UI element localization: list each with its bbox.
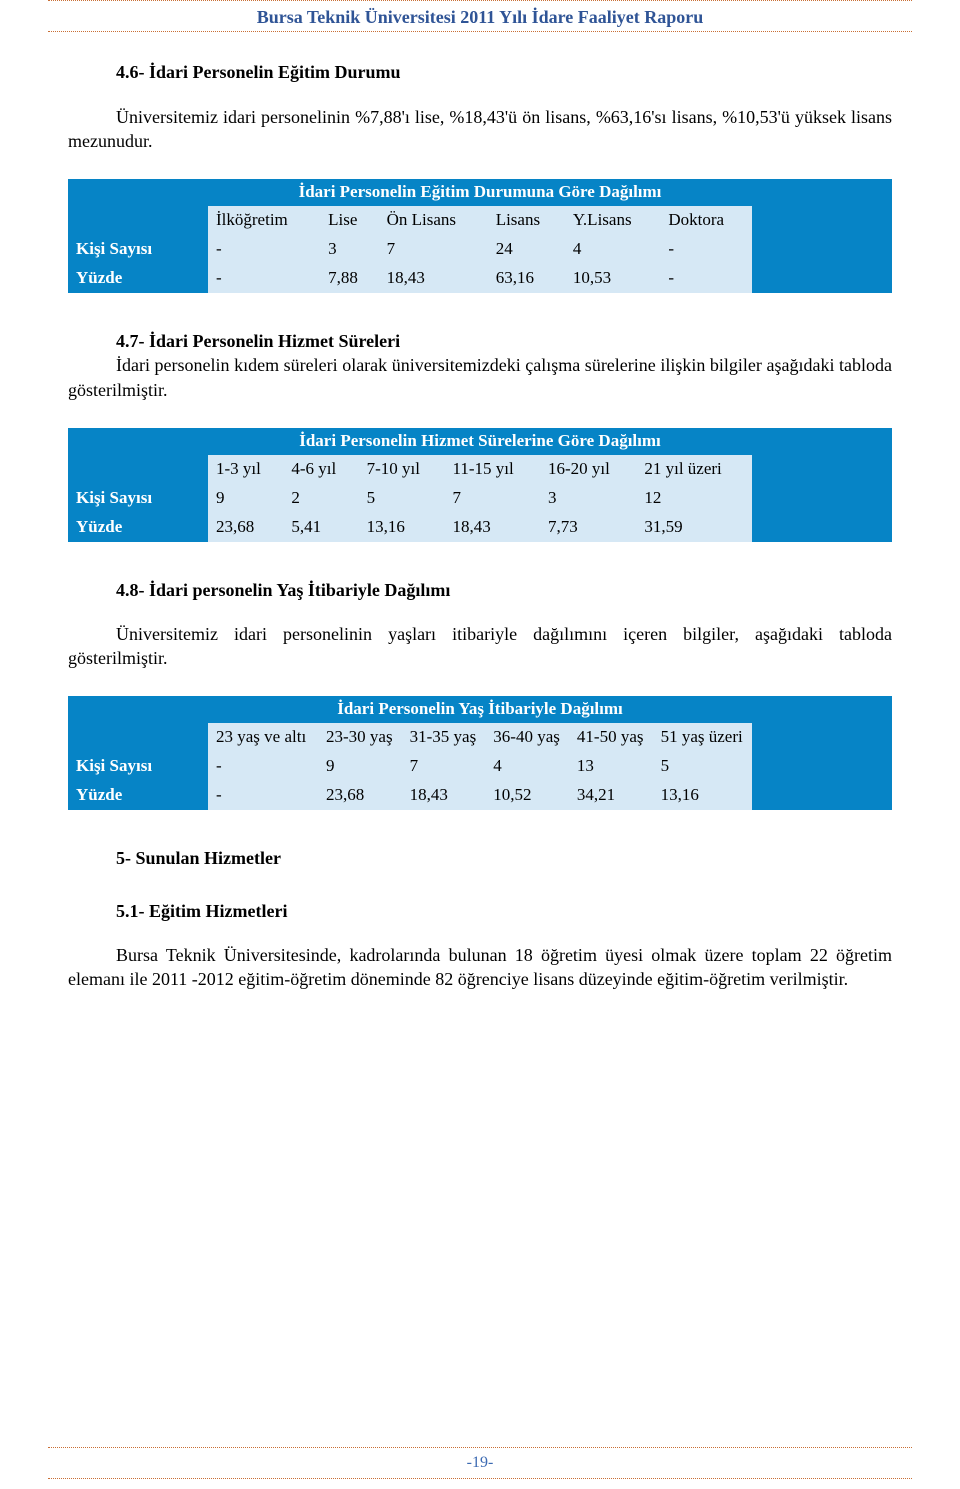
footer-line-top <box>48 1447 912 1448</box>
section-5-para: Bursa Teknik Üniversitesinde, kadroların… <box>68 943 892 992</box>
col-header: 7-10 yıl <box>359 455 445 484</box>
doc-header: Bursa Teknik Üniversitesi 2011 Yılı İdar… <box>48 3 912 32</box>
row-label: Kişi Sayısı <box>68 752 208 781</box>
col-header: 23-30 yaş <box>318 723 402 752</box>
row-label: Yüzde <box>68 264 208 293</box>
top-border <box>48 0 912 1</box>
table-row: 1-3 yıl 4-6 yıl 7-10 yıl 11-15 yıl 16-20… <box>68 455 892 484</box>
cell: 10,52 <box>485 781 569 810</box>
col-header: 1-3 yıl <box>208 455 283 484</box>
cell: 18,43 <box>402 781 486 810</box>
page-footer: -19- <box>48 1447 912 1479</box>
cell: 2 <box>283 484 358 513</box>
row-label: Yüzde <box>68 513 208 542</box>
cell: 9 <box>208 484 283 513</box>
table-row: Yüzde - 23,68 18,43 10,52 34,21 13,16 <box>68 781 892 810</box>
section-4-8-para: Üniversitemiz idari personelinin yaşları… <box>68 622 892 671</box>
table-caption: İdari Personelin Yaş İtibariyle Dağılımı <box>208 696 752 723</box>
cell: 4 <box>485 752 569 781</box>
cell: - <box>208 264 320 293</box>
table-row: İlköğretim Lise Ön Lisans Lisans Y.Lisan… <box>68 206 892 235</box>
footer-line-bottom <box>48 1478 912 1479</box>
col-header: 16-20 yıl <box>540 455 636 484</box>
table-caption: İdari Personelin Hizmet Sürelerine Göre … <box>208 428 752 455</box>
page-number: -19- <box>48 1452 912 1474</box>
cell: - <box>208 781 318 810</box>
table-education-distribution: İdari Personelin Eğitim Durumuna Göre Da… <box>68 179 892 293</box>
page: Bursa Teknik Üniversitesi 2011 Yılı İdar… <box>0 0 960 1489</box>
table-row: Kişi Sayısı 9 2 5 7 3 12 <box>68 484 892 513</box>
cell: 13,16 <box>653 781 752 810</box>
col-header: 23 yaş ve altı <box>208 723 318 752</box>
cell: 23,68 <box>208 513 283 542</box>
col-header: Doktora <box>660 206 752 235</box>
cell: 7 <box>402 752 486 781</box>
row-label: Kişi Sayısı <box>68 235 208 264</box>
cell: 24 <box>488 235 565 264</box>
cell: 3 <box>540 484 636 513</box>
cell: 18,43 <box>444 513 540 542</box>
table-age-distribution: İdari Personelin Yaş İtibariyle Dağılımı… <box>68 696 892 810</box>
col-header: Lisans <box>488 206 565 235</box>
cell: 5 <box>653 752 752 781</box>
col-header: 21 yıl üzeri <box>636 455 752 484</box>
section-5-title: 5- Sunulan Hizmetler <box>68 846 892 870</box>
section-4-6-title: 4.6- İdari Personelin Eğitim Durumu <box>68 60 892 84</box>
col-header: 51 yaş üzeri <box>653 723 752 752</box>
cell: 13,16 <box>359 513 445 542</box>
cell: 31,59 <box>636 513 752 542</box>
table-caption: İdari Personelin Eğitim Durumuna Göre Da… <box>208 179 752 206</box>
table-row: İdari Personelin Hizmet Sürelerine Göre … <box>68 428 892 455</box>
cell: 10,53 <box>565 264 660 293</box>
cell: 9 <box>318 752 402 781</box>
cell: 13 <box>569 752 653 781</box>
col-header: 36-40 yaş <box>485 723 569 752</box>
table-row: Kişi Sayısı - 9 7 4 13 5 <box>68 752 892 781</box>
section-5-1-title: 5.1- Eğitim Hizmetleri <box>68 899 892 923</box>
cell: - <box>208 752 318 781</box>
table-row: İdari Personelin Eğitim Durumuna Göre Da… <box>68 179 892 206</box>
cell: 23,68 <box>318 781 402 810</box>
table-row: Yüzde 23,68 5,41 13,16 18,43 7,73 31,59 <box>68 513 892 542</box>
cell: 5,41 <box>283 513 358 542</box>
section-4-8-title: 4.8- İdari personelin Yaş İtibariyle Dağ… <box>68 578 892 602</box>
table-row: Kişi Sayısı - 3 7 24 4 - <box>68 235 892 264</box>
col-header: Y.Lisans <box>565 206 660 235</box>
section-4-6-para: Üniversitemiz idari personelinin %7,88'ı… <box>68 105 892 154</box>
cell: 18,43 <box>379 264 488 293</box>
cell: 5 <box>359 484 445 513</box>
table-row: İdari Personelin Yaş İtibariyle Dağılımı <box>68 696 892 723</box>
row-label: Kişi Sayısı <box>68 484 208 513</box>
cell: 7,88 <box>320 264 378 293</box>
table-service-duration: İdari Personelin Hizmet Sürelerine Göre … <box>68 428 892 542</box>
table-row: Yüzde - 7,88 18,43 63,16 10,53 - <box>68 264 892 293</box>
col-header: 31-35 yaş <box>402 723 486 752</box>
cell: 7 <box>379 235 488 264</box>
section-4-7-para: İdari personelin kıdem süreleri olarak ü… <box>68 353 892 402</box>
cell: - <box>208 235 320 264</box>
row-label: Yüzde <box>68 781 208 810</box>
cell: 7,73 <box>540 513 636 542</box>
cell: - <box>660 264 752 293</box>
cell: - <box>660 235 752 264</box>
table-row: 23 yaş ve altı 23-30 yaş 31-35 yaş 36-40… <box>68 723 892 752</box>
cell: 4 <box>565 235 660 264</box>
col-header: Ön Lisans <box>379 206 488 235</box>
col-header: Lise <box>320 206 378 235</box>
cell: 12 <box>636 484 752 513</box>
cell: 63,16 <box>488 264 565 293</box>
col-header: 4-6 yıl <box>283 455 358 484</box>
cell: 7 <box>444 484 540 513</box>
cell: 34,21 <box>569 781 653 810</box>
col-header: 41-50 yaş <box>569 723 653 752</box>
cell: 3 <box>320 235 378 264</box>
col-header: 11-15 yıl <box>444 455 540 484</box>
section-4-7-title: 4.7- İdari Personelin Hizmet Süreleri <box>68 329 892 353</box>
col-header: İlköğretim <box>208 206 320 235</box>
